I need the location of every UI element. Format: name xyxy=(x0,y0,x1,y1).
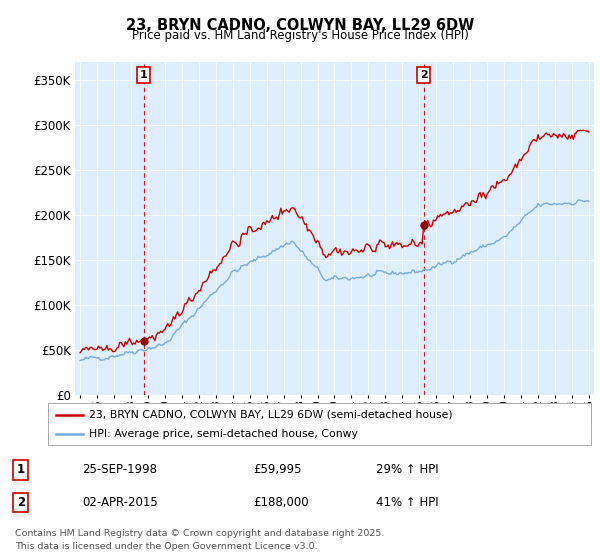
Text: £188,000: £188,000 xyxy=(253,496,308,509)
Text: Price paid vs. HM Land Registry's House Price Index (HPI): Price paid vs. HM Land Registry's House … xyxy=(131,29,469,42)
Text: 25-SEP-1998: 25-SEP-1998 xyxy=(82,463,157,476)
Text: 23, BRYN CADNO, COLWYN BAY, LL29 6DW: 23, BRYN CADNO, COLWYN BAY, LL29 6DW xyxy=(126,18,474,33)
Text: 1: 1 xyxy=(140,70,148,80)
Text: HPI: Average price, semi-detached house, Conwy: HPI: Average price, semi-detached house,… xyxy=(89,429,358,439)
Text: 41% ↑ HPI: 41% ↑ HPI xyxy=(376,496,439,509)
Text: 2: 2 xyxy=(17,496,25,509)
Text: 29% ↑ HPI: 29% ↑ HPI xyxy=(376,463,439,476)
Text: 1: 1 xyxy=(17,463,25,476)
Text: £59,995: £59,995 xyxy=(253,463,301,476)
Text: 2: 2 xyxy=(419,70,427,80)
Text: 23, BRYN CADNO, COLWYN BAY, LL29 6DW (semi-detached house): 23, BRYN CADNO, COLWYN BAY, LL29 6DW (se… xyxy=(89,409,452,419)
Text: Contains HM Land Registry data © Crown copyright and database right 2025.
This d: Contains HM Land Registry data © Crown c… xyxy=(15,529,385,550)
Text: 02-APR-2015: 02-APR-2015 xyxy=(82,496,158,509)
